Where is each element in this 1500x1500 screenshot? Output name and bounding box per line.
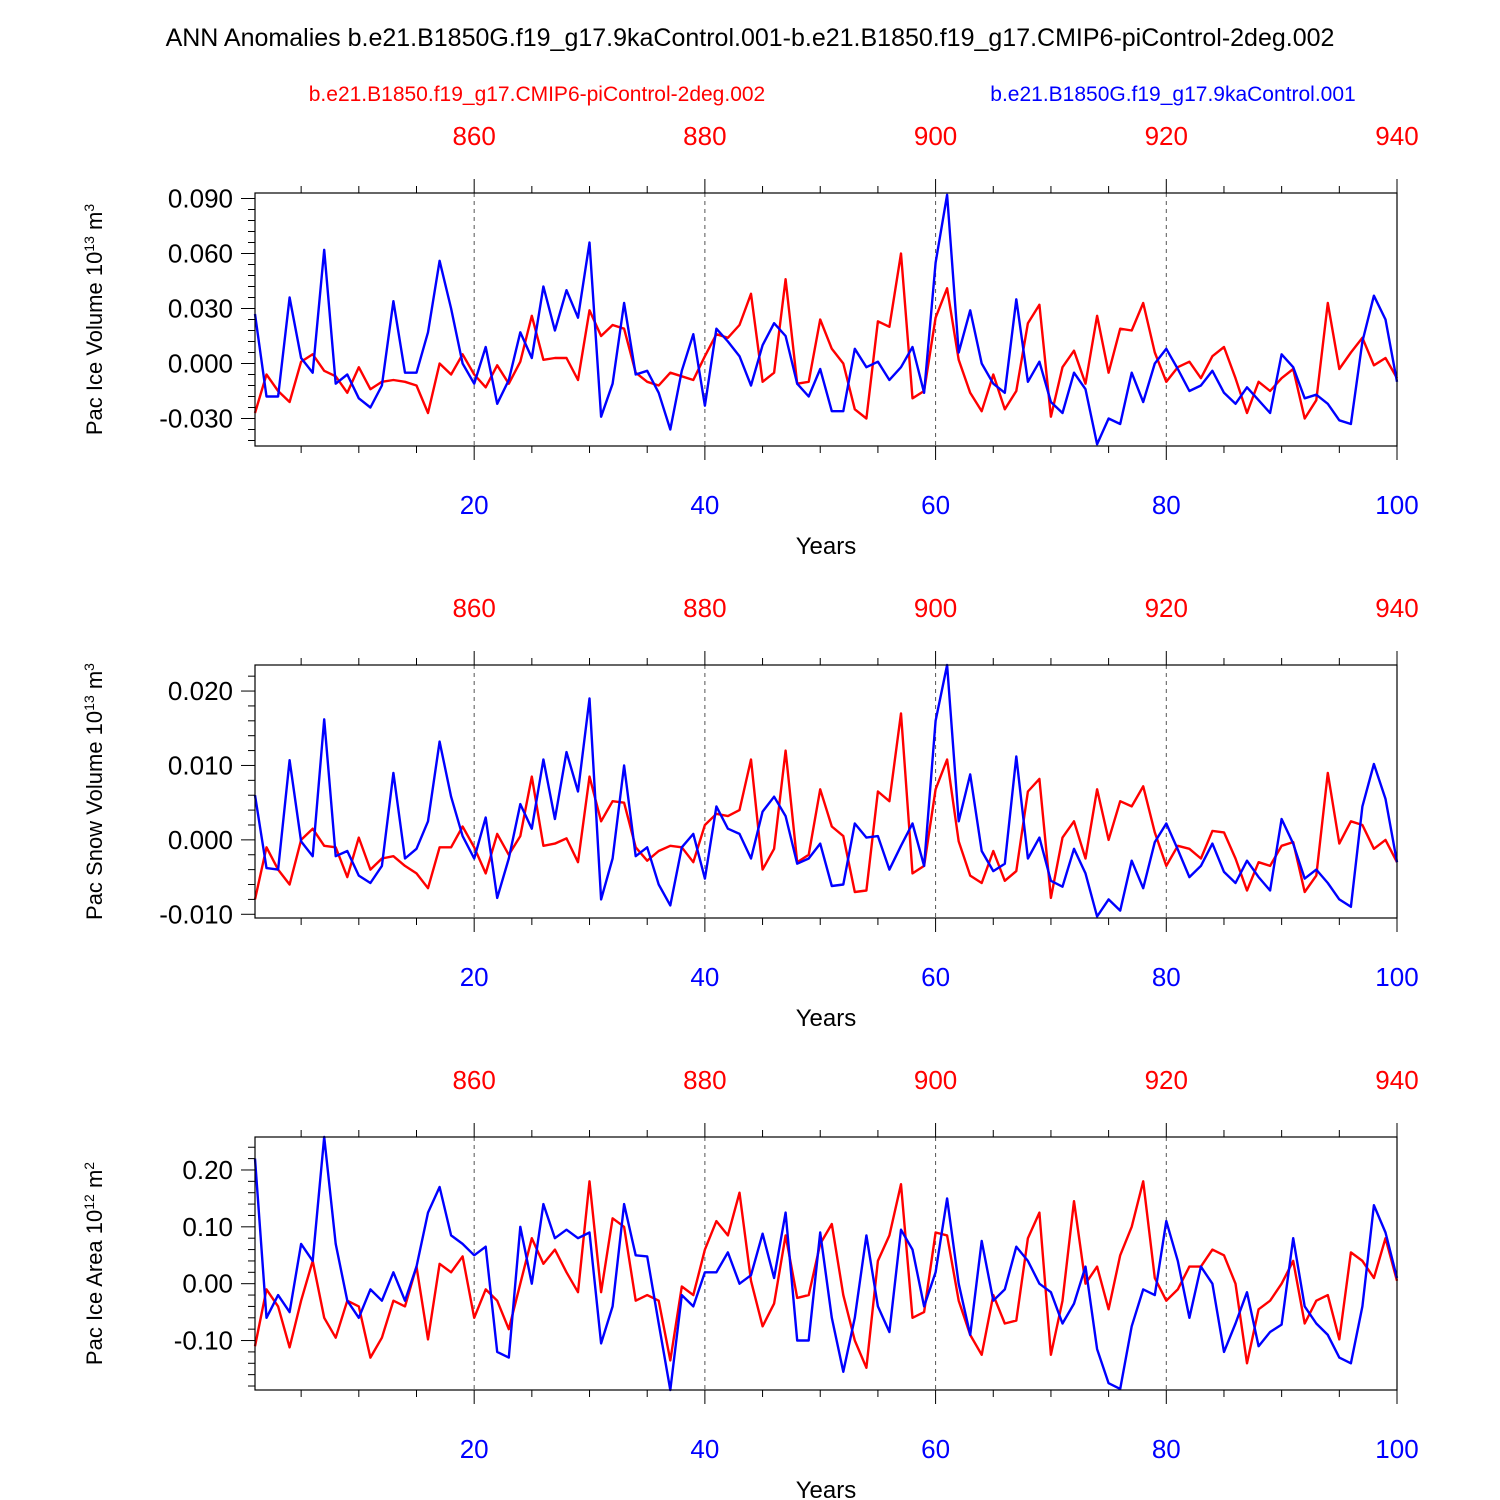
- y-axis-title: Pac Snow Volume 1013 m3: [81, 663, 107, 920]
- panel-snow-volume: -0.010 0.000 0.010 0.020 20 40 60 80 100 860 880 90…: [81, 593, 1419, 1032]
- top-x-tick-label: 880: [683, 121, 726, 151]
- y-tick-label: 0.000: [168, 349, 233, 379]
- y-axis-title-superscript: 3: [81, 204, 97, 212]
- y-tick-label: 0.000: [168, 825, 233, 855]
- series-line-blue: [253, 1135, 1399, 1392]
- x-tick-label: 40: [690, 490, 719, 520]
- legend-blue-label: b.e21.B1850G.f19_g17.9kaControl.001: [990, 83, 1355, 106]
- top-x-tick-label: 900: [914, 593, 957, 623]
- y-tick-label: 0.010: [168, 750, 233, 780]
- y-tick-label: 0.00: [182, 1269, 233, 1299]
- y-axis-title-superscript: 13: [81, 236, 97, 252]
- top-x-tick-label: 920: [1145, 1065, 1188, 1095]
- x-axis-title: Years: [796, 1005, 857, 1032]
- figure-title: ANN Anomalies b.e21.B1850G.f19_g17.9kaCo…: [166, 24, 1335, 52]
- x-tick-label: 80: [1152, 490, 1181, 520]
- y-tick-label: 0.020: [168, 676, 233, 706]
- x-tick-label: 100: [1375, 1434, 1418, 1464]
- legend-red-label: b.e21.B1850.f19_g17.CMIP6-piControl-2deg…: [309, 83, 765, 106]
- y-axis-title-superscript: 3: [81, 663, 97, 671]
- y-axis-title-part: m: [82, 212, 107, 236]
- top-x-tick-label: 900: [914, 1065, 957, 1095]
- series-line-blue: [253, 663, 1399, 918]
- y-tick-label: 0.060: [168, 239, 233, 269]
- y-tick-label: 0.10: [182, 1212, 233, 1242]
- series-line-red: [253, 1180, 1399, 1370]
- plot-frame: [254, 1136, 1398, 1391]
- y-axis-title-part: m: [82, 1170, 107, 1194]
- series-line-blue: [253, 193, 1399, 446]
- series-line-red: [253, 252, 1399, 420]
- x-axis-title: Years: [796, 1477, 857, 1500]
- top-x-tick-label: 860: [452, 593, 495, 623]
- x-tick-label: 80: [1152, 962, 1181, 992]
- y-tick-label: -0.010: [159, 899, 233, 929]
- top-x-tick-label: 860: [452, 121, 495, 151]
- y-tick-label: 0.20: [182, 1155, 233, 1185]
- y-tick-label: -0.10: [174, 1326, 233, 1356]
- top-x-tick-label: 940: [1375, 1065, 1418, 1095]
- top-x-tick-label: 900: [914, 121, 957, 151]
- x-tick-label: 20: [460, 1434, 489, 1464]
- series-line-red: [253, 712, 1399, 900]
- x-tick-label: 60: [921, 962, 950, 992]
- top-x-tick-label: 940: [1375, 121, 1418, 151]
- x-tick-label: 20: [460, 962, 489, 992]
- y-axis-title-superscript: 2: [81, 1162, 97, 1170]
- panel-ice-area: -0.10 0.00 0.10 0.20 20 40 60 80 100 860 880 900 920…: [81, 1065, 1419, 1500]
- x-tick-label: 80: [1152, 1434, 1181, 1464]
- x-tick-label: 40: [690, 962, 719, 992]
- x-tick-label: 60: [921, 490, 950, 520]
- panel-ice-volume: -0.030 0.000 0.030 0.060 0.090 20 40 60 80 100 860…: [81, 121, 1419, 560]
- plot-frame: [254, 664, 1398, 919]
- y-axis-title-superscript: 12: [81, 1194, 97, 1210]
- y-axis-title-superscript: 13: [81, 695, 97, 711]
- y-axis-title-part: m: [82, 671, 107, 695]
- y-axis-title: Pac Ice Area 1012 m2: [81, 1162, 107, 1365]
- top-x-tick-label: 880: [683, 1065, 726, 1095]
- x-tick-label: 100: [1375, 962, 1418, 992]
- top-x-tick-label: 920: [1145, 121, 1188, 151]
- y-axis-title-part: Pac Ice Volume 10: [82, 252, 107, 435]
- x-axis-title: Years: [796, 533, 857, 560]
- y-axis-title-part: Pac Snow Volume 10: [82, 711, 107, 920]
- x-tick-label: 20: [460, 490, 489, 520]
- y-tick-label: -0.030: [159, 404, 233, 434]
- x-tick-label: 60: [921, 1434, 950, 1464]
- top-x-tick-label: 860: [452, 1065, 495, 1095]
- y-axis-title-part: Pac Ice Area 10: [82, 1210, 107, 1365]
- top-x-tick-label: 940: [1375, 593, 1418, 623]
- y-axis-title: Pac Ice Volume 1013 m3: [81, 204, 107, 435]
- x-tick-label: 100: [1375, 490, 1418, 520]
- y-tick-label: 0.090: [168, 184, 233, 214]
- x-tick-label: 40: [690, 1434, 719, 1464]
- y-tick-label: 0.030: [168, 294, 233, 324]
- top-x-tick-label: 920: [1145, 593, 1188, 623]
- top-x-tick-label: 880: [683, 593, 726, 623]
